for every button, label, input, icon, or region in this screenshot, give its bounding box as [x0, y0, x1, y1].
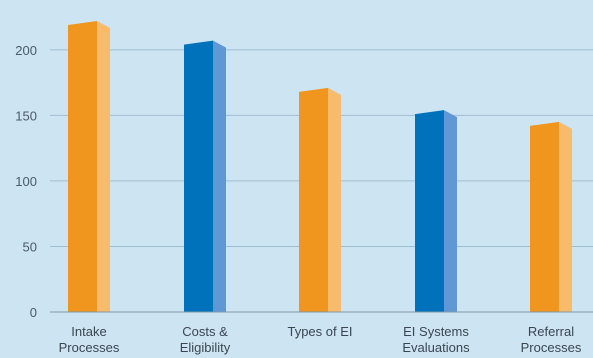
- y-tick-label-100: 100: [15, 174, 37, 189]
- bar-side-face: [213, 41, 226, 312]
- bar-3: [299, 88, 341, 312]
- bars: [68, 21, 572, 312]
- bar-4: [415, 110, 457, 312]
- y-tick-label-150: 150: [15, 108, 37, 123]
- bar-front-face: [415, 110, 444, 312]
- bar-front-face: [68, 21, 97, 312]
- bar-side-face: [444, 110, 457, 312]
- bar-5: [530, 122, 572, 312]
- x-category-label-3: Types of EI: [287, 324, 352, 339]
- bar-2: [184, 41, 226, 312]
- bar-side-face: [97, 21, 110, 312]
- y-tick-label-0: 0: [30, 305, 37, 320]
- x-category-label-5: Referral Processes: [521, 324, 582, 355]
- bar-front-face: [184, 41, 213, 312]
- x-category-label-2: Costs & Eligibility: [180, 324, 231, 355]
- y-tick-label-200: 200: [15, 43, 37, 58]
- bar-side-face: [559, 122, 572, 312]
- y-tick-label-50: 50: [23, 239, 37, 254]
- bar-1: [68, 21, 110, 312]
- bar-front-face: [530, 122, 559, 312]
- y-axis-tick-labels: 0 50 100 150 200: [15, 43, 37, 320]
- x-category-label-1: Intake Processes: [59, 324, 120, 355]
- x-category-label-4: EI Systems Evaluations: [402, 324, 470, 355]
- x-axis-category-labels: Intake Processes Costs & Eligibility Types o…: [59, 324, 582, 355]
- bar-front-face: [299, 88, 328, 312]
- bar-side-face: [328, 88, 341, 312]
